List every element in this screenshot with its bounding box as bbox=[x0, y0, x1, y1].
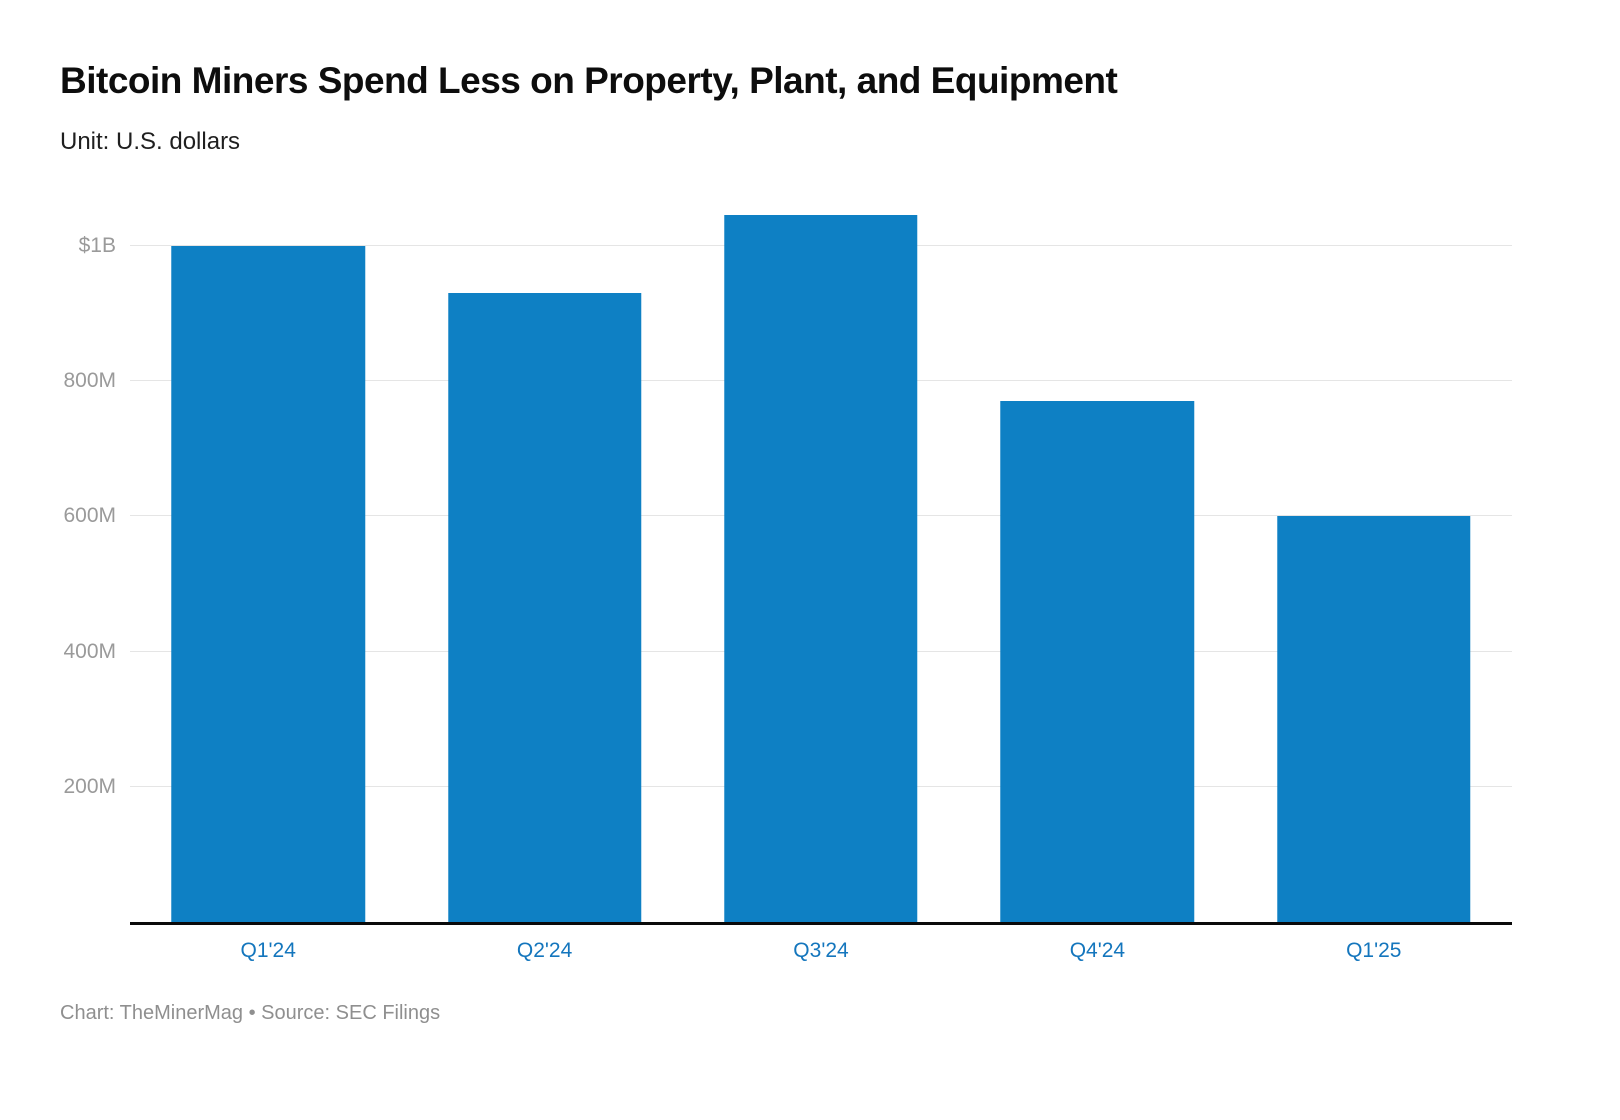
x-axis-label: Q1'25 bbox=[1346, 939, 1402, 962]
y-axis-label: 200M bbox=[63, 774, 116, 798]
x-axis-label: Q2'24 bbox=[516, 939, 573, 962]
x-axis-label: Q4'24 bbox=[1069, 939, 1126, 962]
bar-q1-25 bbox=[1277, 516, 1471, 922]
y-axis-label: 400M bbox=[63, 639, 116, 663]
bar-chart: $1B 800M 600M 400M 200M Q1'24 Q2'24 Q3'24 Q4'24 Q… bbox=[60, 195, 1512, 995]
plot-area: $1B 800M 600M 400M 200M Q1'24 Q2'24 Q3'24 Q4'24 Q… bbox=[63, 195, 1512, 962]
chart-title: Bitcoin Miners Spend Less on Property, P… bbox=[60, 60, 1118, 101]
bar-q2-24 bbox=[447, 293, 642, 922]
bar-q3-24 bbox=[724, 215, 918, 922]
chart-subtitle: Unit: U.S. dollars bbox=[60, 128, 241, 155]
y-axis-label: 800M bbox=[63, 368, 116, 392]
attribution: Chart: TheMinerMag • Source: SEC Filings bbox=[60, 1002, 441, 1024]
x-axis-label: Q1'24 bbox=[240, 939, 296, 962]
y-axis-label: 600M bbox=[63, 504, 116, 528]
y-axis-label: $1B bbox=[78, 233, 116, 257]
bar-q1-24 bbox=[171, 245, 365, 922]
x-axis-label: Q3'24 bbox=[793, 939, 849, 962]
bar-q4-24 bbox=[1000, 401, 1195, 922]
